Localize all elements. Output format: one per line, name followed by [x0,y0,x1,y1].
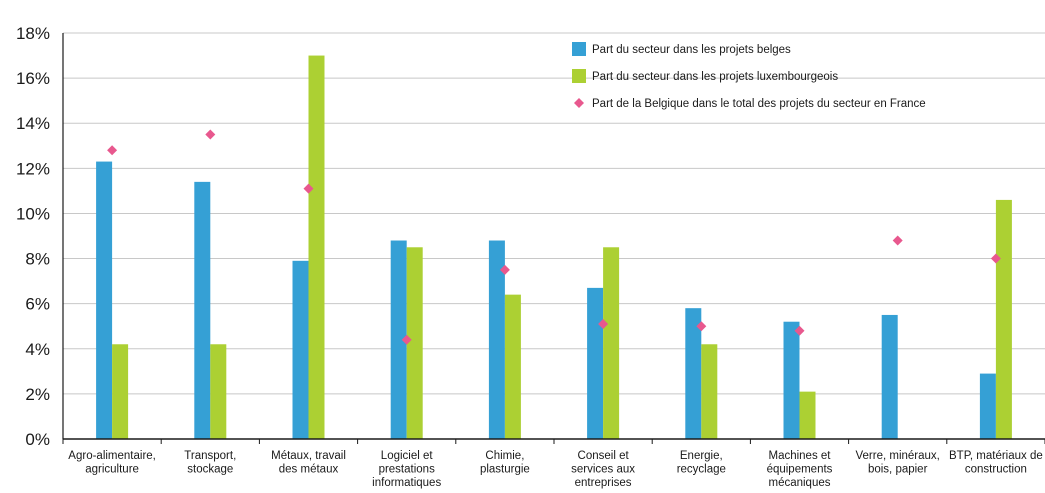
bar-belges [587,287,604,439]
y-tick-label: 10% [16,204,50,223]
y-tick-label: 18% [16,24,50,43]
markers [107,129,1001,345]
bar-belges [783,321,800,439]
y-tick-label: 14% [16,114,50,133]
bars [96,55,1012,440]
bar-belges [685,308,702,439]
legend-label: Part du secteur dans les projets belges [592,44,791,56]
x-tick-label: Logiciel et prestations informatiques [372,450,441,489]
bar-luxembourgeois [504,294,521,439]
marker-belgique-france [401,334,412,345]
y-tick-label: 8% [25,250,50,269]
marker-belgique-france [794,325,805,336]
x-tick-label: Chimie, plasturgie [480,450,530,476]
marker-belgique-france [499,264,510,275]
legend-swatch-belges [572,42,586,56]
marker-belgique-france [205,129,216,140]
axes: 0% 2% 4% 6% 8% 10% 12% 14% 16% 18% Agro-alimentair… [16,24,1045,489]
marker-belgique-france [892,235,903,246]
x-tick-label: Agro-alimentaire, agriculture [68,450,156,476]
bar-belges [979,373,996,439]
bar-luxembourgeois [603,247,620,439]
legend-swatch-belgique-france [574,98,584,108]
marker-belgique-france [598,318,609,329]
y-tick-label: 6% [25,295,50,314]
y-tick-label: 16% [16,69,50,88]
bar-belges [96,161,113,440]
y-tick-label: 12% [16,159,50,178]
x-tick-label: Métaux, travail des métaux [271,450,346,476]
bar-belges [292,260,309,439]
marker-belgique-france [303,183,314,194]
x-tick-label: BTP, matériaux de construction [949,450,1043,476]
bar-luxembourgeois [799,391,816,439]
x-tick-label: Verre, minéraux, bois, papier [856,450,940,476]
bar-belges [881,314,898,439]
x-tick-label: Machines et équipements mécaniques [767,450,833,489]
bar-belges [488,240,505,439]
gridlines [63,32,1045,395]
y-tick-label: 2% [25,385,50,404]
marker-belgique-france [107,145,118,156]
bar-belges [390,240,407,439]
bar-luxembourgeois [308,55,325,440]
legend: Part du secteur dans les projets belges P… [572,42,926,110]
y-tick-label: 4% [25,340,50,359]
bar-belges [194,181,211,439]
bar-luxembourgeois [112,344,129,439]
y-tick-label: 0% [25,430,50,449]
bar-luxembourgeois [995,199,1012,439]
marker-belgique-france [696,321,707,332]
legend-label: Part de la Belgique dans le total des pr… [592,98,926,110]
legend-swatch-luxembourgeois [572,69,586,83]
marker-belgique-france [990,253,1001,264]
bar-luxembourgeois [406,247,423,439]
x-tick-label: Energie, recyclage [677,450,726,476]
legend-label: Part du secteur dans les projets luxembo… [592,71,838,83]
x-tick-label: Conseil et services aux entreprises [571,450,635,489]
bar-luxembourgeois [701,344,718,439]
x-tick-label: Transport, stockage [184,450,236,476]
bar-luxembourgeois [210,344,227,439]
